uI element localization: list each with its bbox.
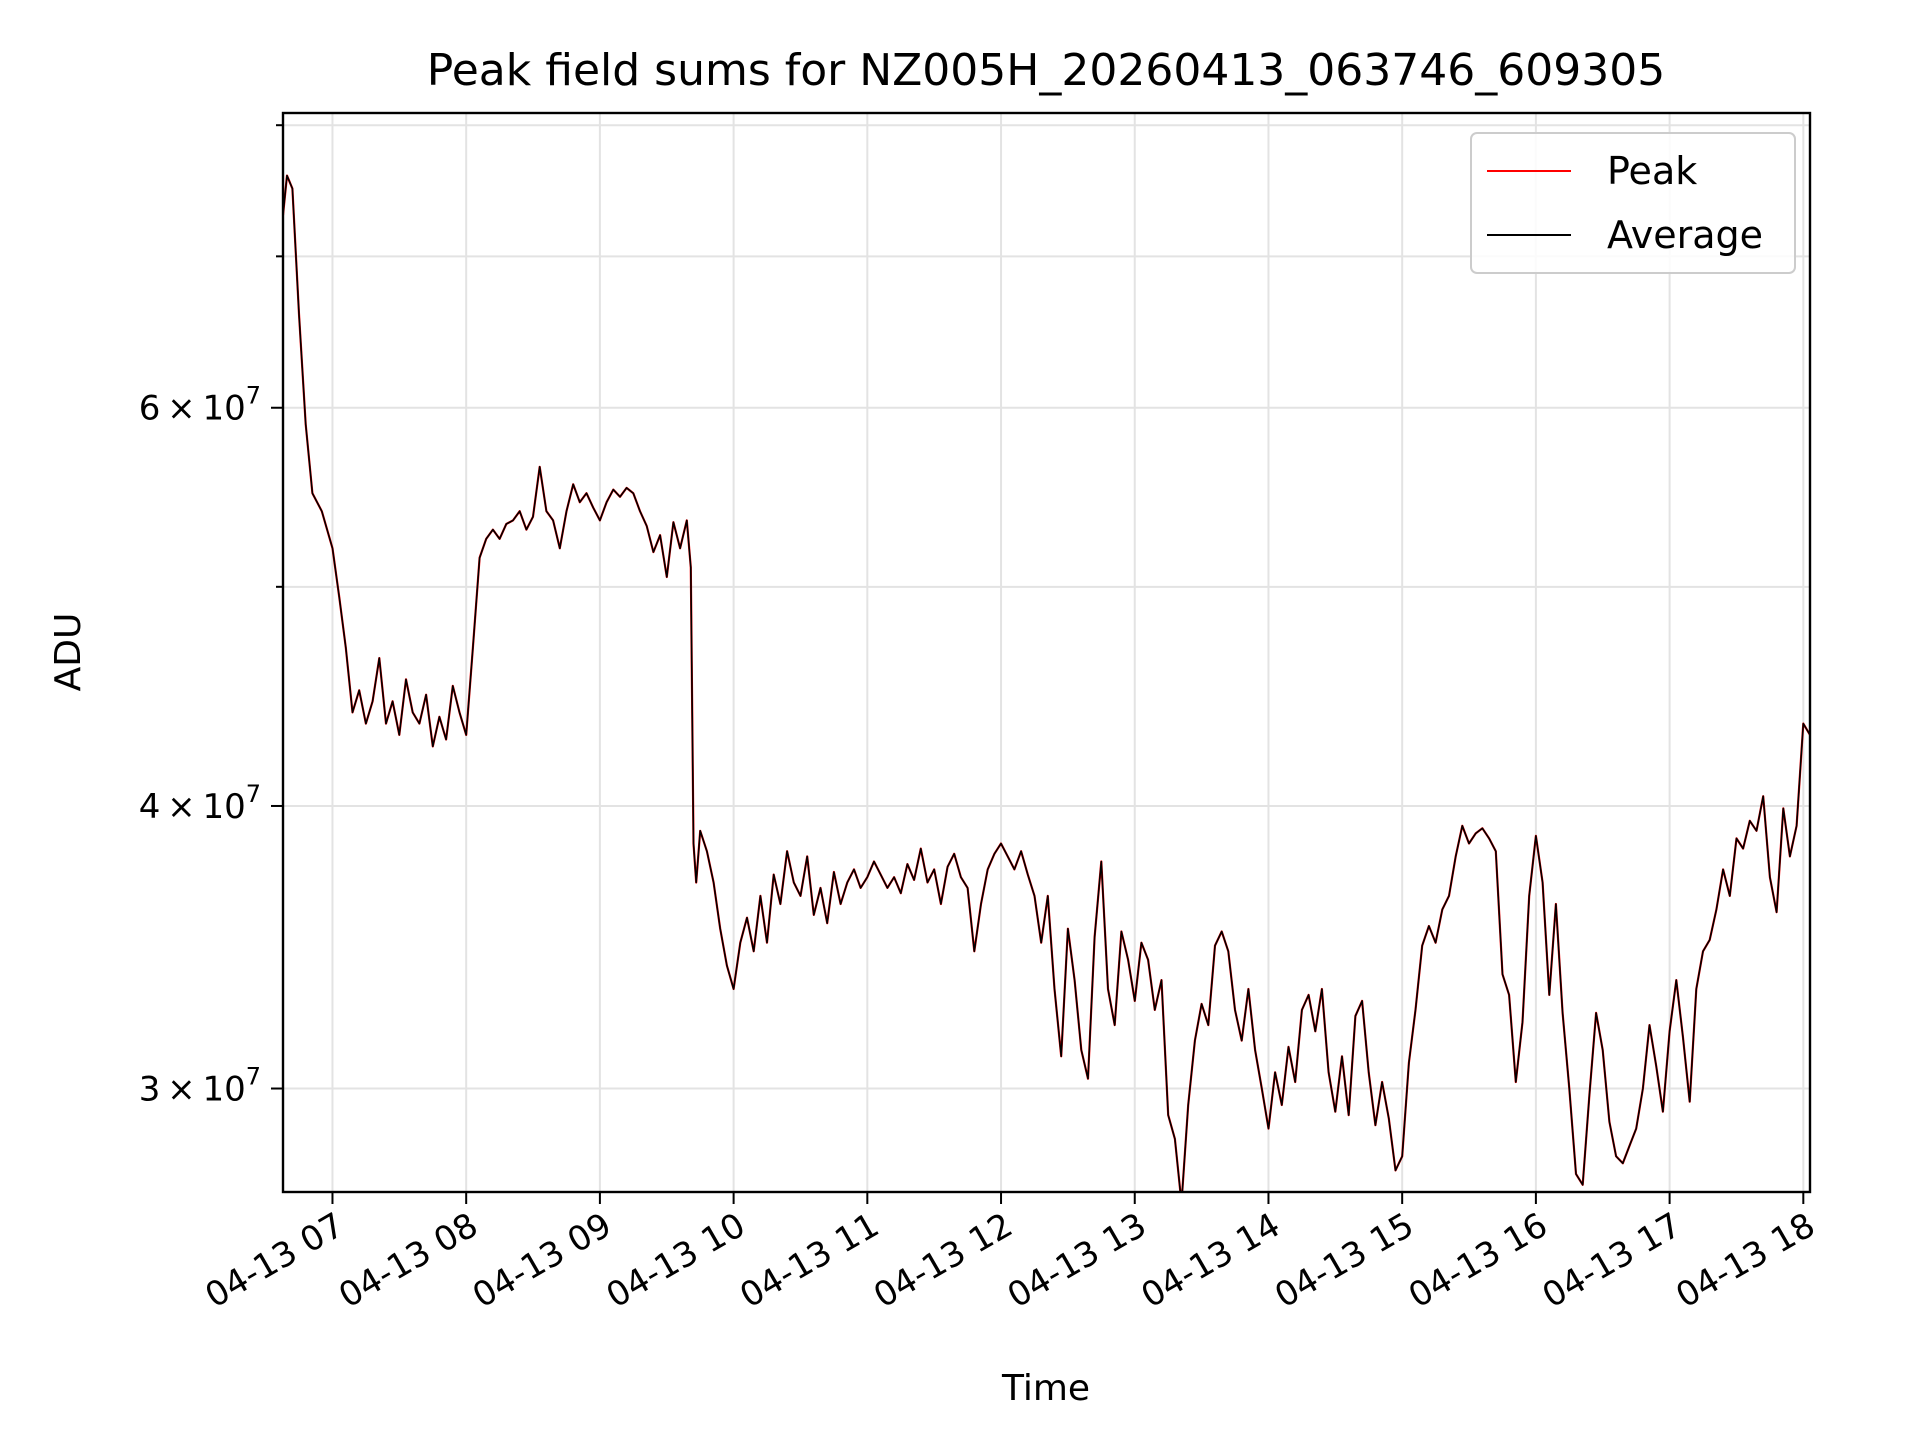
legend: Peak Average bbox=[1470, 132, 1796, 274]
y-tick-label-0: 3 × 107 bbox=[139, 1063, 261, 1110]
plot-area bbox=[283, 174, 1810, 1192]
plot-frame bbox=[281, 111, 1812, 1194]
legend-label-peak: Peak bbox=[1607, 149, 1697, 193]
legend-label-average: Average bbox=[1607, 213, 1763, 257]
series-line-average bbox=[283, 174, 1810, 1192]
chart-title: Peak field sums for NZ005H_20260413_0637… bbox=[427, 45, 1665, 96]
y-tick-label-1: 4 × 107 bbox=[139, 780, 261, 827]
x-axis-label: Time bbox=[1001, 1368, 1090, 1409]
grid bbox=[283, 113, 1810, 1192]
legend-box bbox=[1470, 132, 1796, 274]
y-tick-label-2: 6 × 107 bbox=[139, 382, 261, 429]
y-axis-label: ADU bbox=[48, 613, 89, 692]
